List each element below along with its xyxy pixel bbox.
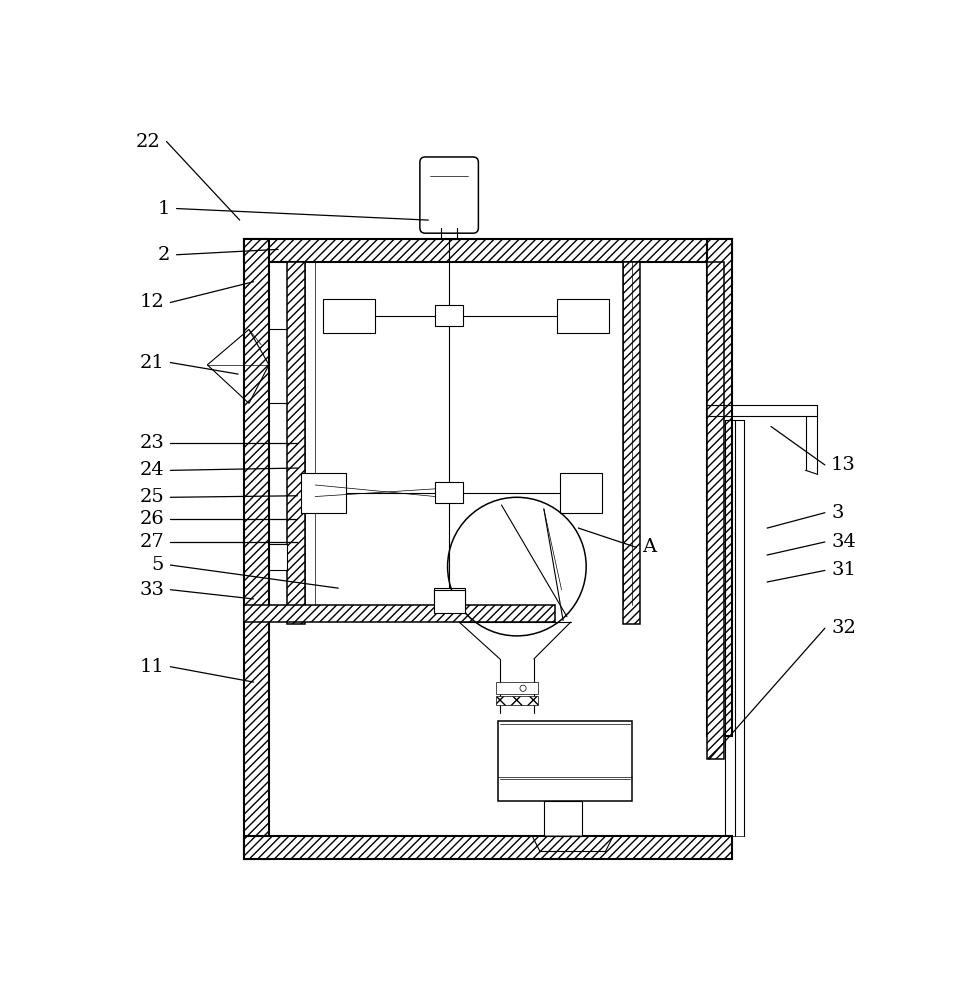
Bar — [557, 299, 610, 333]
Text: 34: 34 — [831, 533, 856, 551]
Text: 13: 13 — [831, 456, 856, 474]
Text: 25: 25 — [139, 488, 165, 506]
Bar — [543, 801, 582, 836]
Bar — [707, 262, 724, 759]
Bar — [435, 305, 463, 326]
Bar — [560, 473, 602, 513]
Text: 31: 31 — [831, 561, 856, 579]
Bar — [496, 696, 538, 705]
Text: A: A — [643, 538, 656, 556]
Text: 12: 12 — [139, 293, 165, 311]
Text: 1: 1 — [158, 200, 170, 218]
FancyBboxPatch shape — [420, 157, 478, 233]
Bar — [244, 605, 555, 622]
Text: 21: 21 — [139, 354, 165, 372]
Bar — [707, 239, 732, 736]
Text: 23: 23 — [139, 434, 165, 452]
Text: 22: 22 — [135, 133, 161, 151]
Bar — [433, 590, 465, 613]
Text: 33: 33 — [139, 581, 165, 599]
Bar — [244, 239, 732, 262]
Bar — [623, 262, 640, 624]
Text: 11: 11 — [139, 658, 165, 676]
Bar — [269, 544, 287, 570]
Text: 2: 2 — [158, 246, 170, 264]
Text: 24: 24 — [139, 461, 165, 479]
Text: 5: 5 — [152, 556, 165, 574]
Bar — [244, 239, 269, 859]
Bar — [287, 262, 305, 624]
Text: 27: 27 — [139, 533, 165, 551]
Bar — [496, 682, 538, 694]
Bar — [301, 473, 346, 513]
Bar — [498, 721, 632, 801]
Bar — [322, 299, 375, 333]
Text: 26: 26 — [139, 510, 165, 528]
Bar — [433, 588, 465, 608]
Text: 32: 32 — [831, 619, 856, 637]
Bar — [244, 836, 732, 859]
Text: 3: 3 — [831, 504, 843, 522]
Bar — [435, 482, 463, 503]
